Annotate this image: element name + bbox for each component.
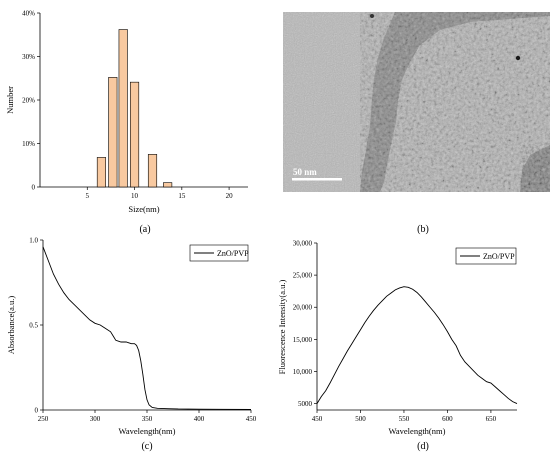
panel-c-x-tick-label: 450 [246, 415, 257, 423]
panel-a-y-axis-label: Number [5, 86, 15, 114]
panel-a-bar [163, 182, 173, 188]
scale-bar-label: 50 nm [293, 167, 317, 177]
panel-d-fluorescence-chart: 5000 10,000 15,000 20,000 25,000 30,000 450 50… [277, 240, 518, 452]
panel-c-x-tick-label: 350 [142, 415, 153, 423]
panel-d-x-tick-label: 550 [399, 415, 410, 423]
panel-d-x-tick-label: 600 [442, 415, 453, 423]
panel-d-label: (d) [417, 441, 429, 452]
panel-d-series-line [316, 286, 518, 404]
panel-a-y-ticks: 0 10% 20% 30% 40% [22, 10, 40, 192]
panel-a-bar [129, 81, 140, 188]
panel-c-legend-label: ZnO/PVP [217, 249, 249, 258]
panel-d-x-tick-label: 450 [312, 415, 323, 423]
panel-a-bar [108, 77, 118, 188]
panel-a-y-tick-label: 20% [22, 97, 35, 105]
panel-a-size-histogram: 0 10% 20% 30% 40% 5 10 15 20 Size(nm) Number (a… [5, 10, 248, 235]
panel-c-y-ticks: 0 0.5 1.0 [29, 237, 43, 415]
panel-b-tem-image: 50 nm (b) [283, 12, 550, 235]
panel-d-y-tick-label: 10,000 [293, 368, 313, 376]
panel-c-y-tick-label: 0 [35, 407, 39, 415]
panel-d-y-ticks: 5000 10,000 15,000 20,000 25,000 30,000 [293, 240, 317, 408]
panel-a-y-tick-label: 0 [32, 184, 36, 192]
tem-particle-cluster [360, 12, 550, 192]
panel-d-y-tick-label: 30,000 [293, 240, 313, 248]
panel-a-y-tick-label: 40% [22, 10, 35, 18]
panel-a-x-ticks: 5 10 15 20 [86, 187, 234, 200]
panel-a-label: (a) [139, 224, 150, 235]
panel-d-y-tick-label: 15,000 [293, 336, 313, 344]
panel-a-x-tick-label: 20 [226, 192, 234, 200]
panel-d-x-ticks: 450 500 550 600 650 [312, 410, 497, 423]
panel-c-absorbance-chart: 0 0.5 1.0 250 300 350 400 450 ZnO/PVP Waveleng… [6, 237, 257, 453]
panel-c-y-tick-label: 0.5 [29, 322, 38, 330]
panel-d-x-tick-label: 500 [355, 415, 366, 423]
panel-c-x-tick-label: 400 [194, 415, 205, 423]
panel-c-x-tick-label: 250 [38, 415, 49, 423]
panel-c-y-axis-label: Absorbance(a.u.) [6, 296, 16, 355]
panel-d-x-axis-label: Wavelength(nm) [389, 426, 446, 436]
panel-c-y-tick-label: 1.0 [29, 237, 38, 245]
panel-c-x-tick-label: 300 [90, 415, 101, 423]
panel-c-legend-box [189, 244, 249, 262]
panel-d-legend-label: ZnO/PVP [483, 252, 515, 261]
panel-d-x-tick-label: 650 [486, 415, 497, 423]
panel-a-x-tick-label: 15 [178, 192, 186, 200]
panel-d-y-tick-label: 20,000 [293, 304, 313, 312]
panel-c-x-ticks: 250 300 350 400 450 [38, 410, 257, 423]
panel-d-legend-box [455, 247, 517, 265]
panel-a-x-tick-label: 5 [86, 192, 90, 200]
panel-a-x-tick-label: 10 [131, 192, 139, 200]
panel-c-x-axis-label: Wavelength(nm) [119, 426, 176, 436]
panel-a-x-axis-label: Size(nm) [128, 204, 159, 214]
scale-bar [292, 178, 342, 181]
panel-a-y-tick-label: 10% [22, 140, 35, 148]
panel-d-y-tick-label: 5000 [298, 400, 313, 408]
panel-b-label: (b) [417, 224, 429, 235]
panel-d-y-axis-label: Fluorescence Intensity(a.u.) [277, 280, 287, 375]
panel-c-series-line [42, 246, 252, 410]
panel-a-y-tick-label: 30% [22, 53, 35, 61]
panel-c-label: (c) [141, 441, 152, 452]
panel-d-y-tick-label: 25,000 [293, 272, 313, 280]
panel-a-bar [96, 157, 107, 188]
panel-a-bar [147, 154, 158, 188]
panel-a-bars [96, 29, 173, 188]
panel-a-bar [118, 29, 128, 188]
